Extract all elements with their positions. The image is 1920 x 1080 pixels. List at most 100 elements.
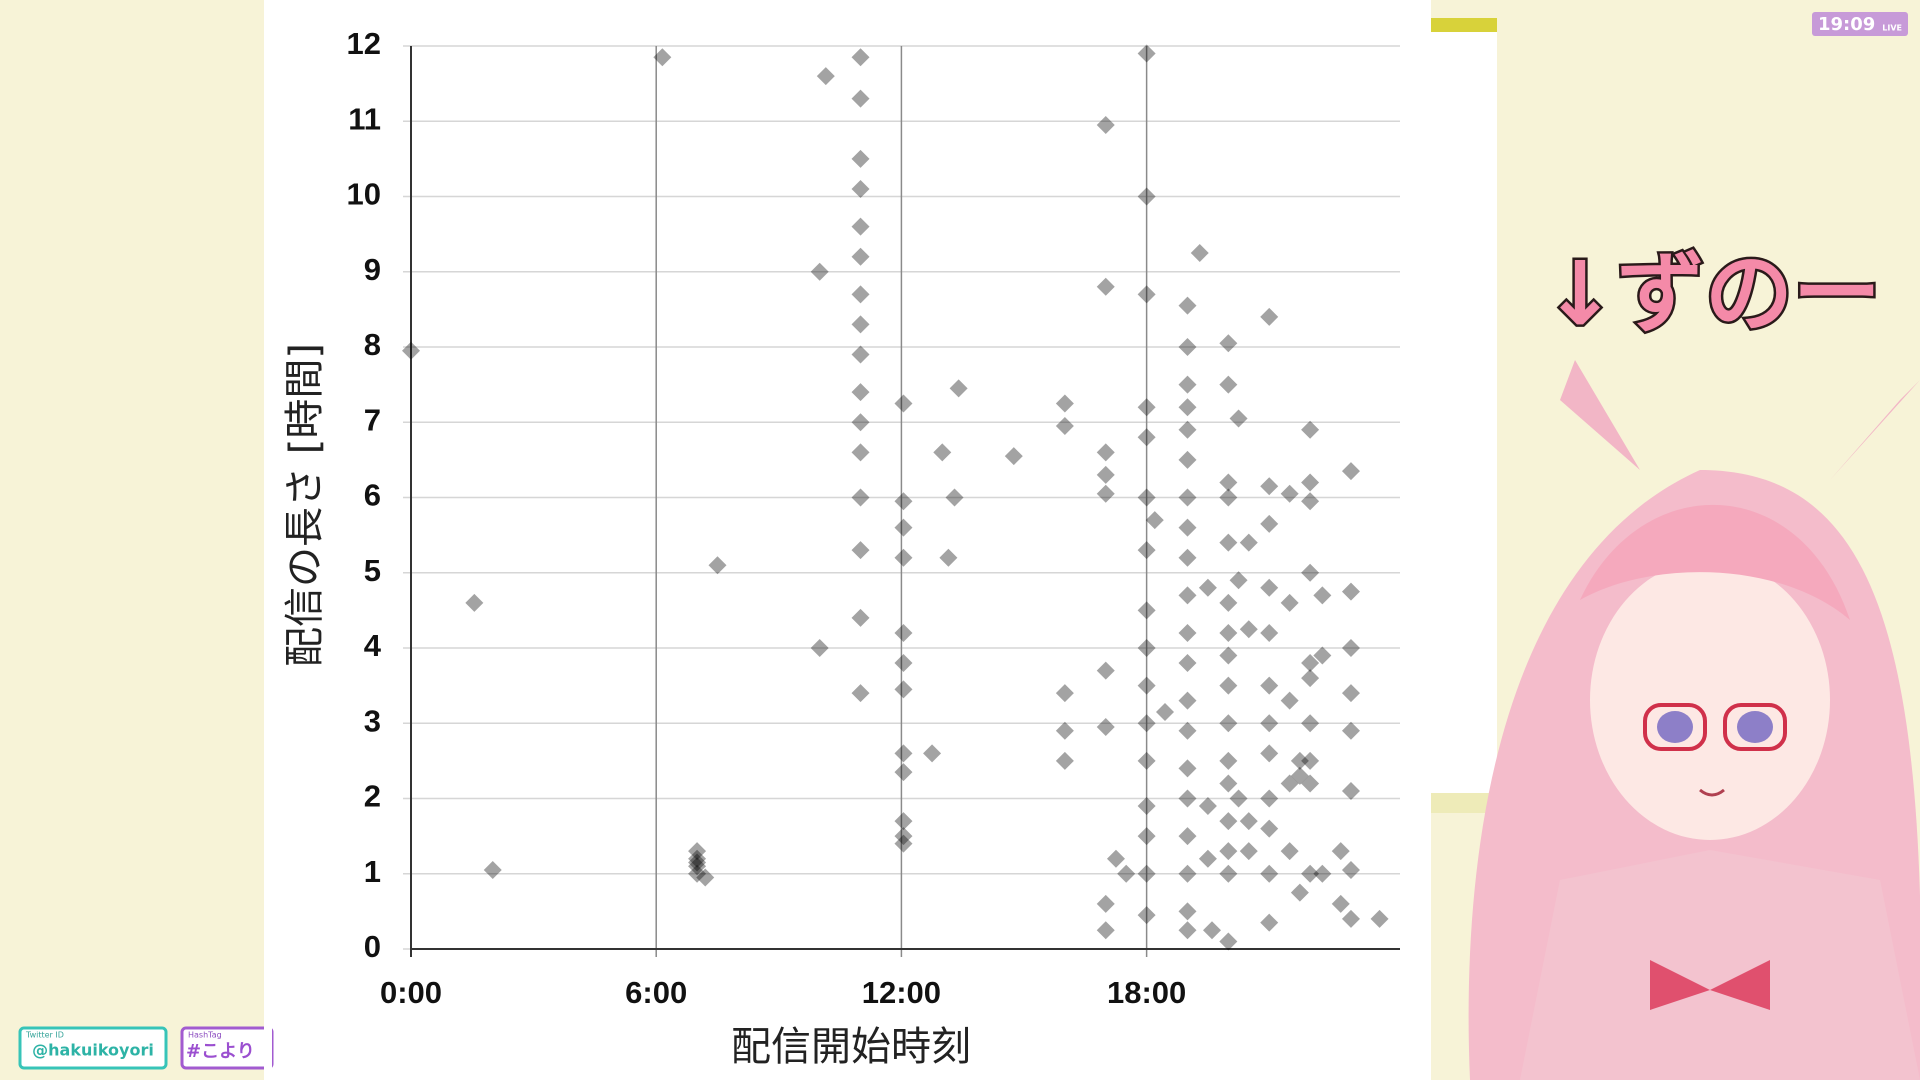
point bbox=[851, 285, 870, 304]
twitter-label: Twitter ID bbox=[25, 1031, 64, 1040]
point bbox=[1178, 921, 1197, 940]
point bbox=[1178, 450, 1197, 469]
point bbox=[1301, 751, 1320, 770]
ear-right bbox=[1830, 380, 1920, 480]
point bbox=[688, 864, 707, 883]
point bbox=[1280, 774, 1299, 793]
y-tick-label: 2 bbox=[364, 779, 381, 814]
point bbox=[1096, 921, 1115, 940]
point bbox=[1055, 721, 1074, 740]
point bbox=[1219, 714, 1238, 733]
x-tick-label: 18:00 bbox=[1107, 975, 1186, 1010]
point bbox=[851, 541, 870, 560]
point bbox=[402, 341, 420, 360]
point bbox=[1219, 488, 1238, 507]
point bbox=[851, 217, 870, 236]
point bbox=[1137, 428, 1156, 447]
outfit bbox=[1520, 850, 1920, 1080]
point bbox=[1301, 420, 1320, 439]
y-tick-label: 5 bbox=[364, 553, 381, 588]
point bbox=[1219, 646, 1238, 665]
point bbox=[1055, 417, 1074, 436]
point bbox=[1096, 443, 1115, 462]
point bbox=[1260, 864, 1279, 883]
point bbox=[1239, 620, 1258, 639]
point bbox=[1260, 744, 1279, 763]
point bbox=[1239, 842, 1258, 861]
point bbox=[1313, 864, 1332, 883]
point bbox=[851, 383, 870, 402]
point bbox=[1260, 714, 1279, 733]
point bbox=[1260, 789, 1279, 808]
point bbox=[1260, 913, 1279, 932]
point bbox=[894, 518, 913, 537]
y-tick-label: 3 bbox=[364, 703, 381, 738]
point bbox=[1178, 721, 1197, 740]
point bbox=[465, 593, 484, 612]
point bbox=[945, 488, 964, 507]
point bbox=[1096, 894, 1115, 913]
point bbox=[1145, 511, 1164, 530]
point bbox=[1301, 714, 1320, 733]
point bbox=[851, 345, 870, 364]
point bbox=[1137, 44, 1156, 63]
point bbox=[1280, 593, 1299, 612]
point bbox=[1117, 864, 1136, 883]
point bbox=[1313, 586, 1332, 605]
point bbox=[1260, 578, 1279, 597]
point bbox=[851, 48, 870, 67]
y-tick-label: 1 bbox=[364, 854, 381, 889]
glasses-left bbox=[1643, 703, 1707, 751]
point bbox=[851, 315, 870, 334]
point bbox=[1055, 394, 1074, 413]
point bbox=[1341, 462, 1360, 481]
point bbox=[1096, 661, 1115, 680]
point bbox=[1239, 533, 1258, 552]
point bbox=[1178, 296, 1197, 315]
point bbox=[1178, 375, 1197, 394]
clock: 19:09 bbox=[1818, 14, 1875, 35]
point bbox=[894, 744, 913, 763]
point bbox=[894, 548, 913, 567]
point bbox=[1137, 864, 1156, 883]
point bbox=[1178, 420, 1197, 439]
point bbox=[1290, 751, 1309, 770]
point bbox=[1229, 409, 1248, 428]
point bbox=[923, 744, 942, 763]
point bbox=[1178, 654, 1197, 673]
y-tick-label: 6 bbox=[364, 478, 381, 513]
point bbox=[708, 556, 727, 575]
point bbox=[1096, 718, 1115, 737]
point bbox=[1301, 563, 1320, 582]
point bbox=[1219, 751, 1238, 770]
point bbox=[483, 860, 502, 879]
point bbox=[1198, 849, 1217, 868]
point bbox=[1219, 864, 1238, 883]
x-axis-title: 配信開始時刻 bbox=[731, 1024, 971, 1070]
point bbox=[939, 548, 958, 567]
y-tick-label: 12 bbox=[347, 26, 381, 61]
character bbox=[1468, 360, 1920, 1080]
point bbox=[851, 488, 870, 507]
y-tick-label: 11 bbox=[348, 101, 381, 136]
point bbox=[1096, 116, 1115, 135]
chart-panel bbox=[264, 0, 1431, 1080]
point bbox=[851, 608, 870, 627]
point bbox=[1341, 909, 1360, 928]
point bbox=[1301, 774, 1320, 793]
point bbox=[1341, 781, 1360, 800]
point bbox=[1178, 759, 1197, 778]
point bbox=[1229, 789, 1248, 808]
point bbox=[1137, 906, 1156, 925]
point bbox=[1137, 676, 1156, 695]
point bbox=[816, 67, 835, 86]
y-tick-label: 0 bbox=[364, 929, 381, 964]
point bbox=[696, 868, 715, 887]
point bbox=[1178, 789, 1197, 808]
point bbox=[1137, 488, 1156, 507]
point bbox=[1178, 691, 1197, 710]
mouth bbox=[1699, 788, 1725, 797]
glasses-right bbox=[1723, 703, 1787, 751]
point bbox=[688, 857, 707, 876]
